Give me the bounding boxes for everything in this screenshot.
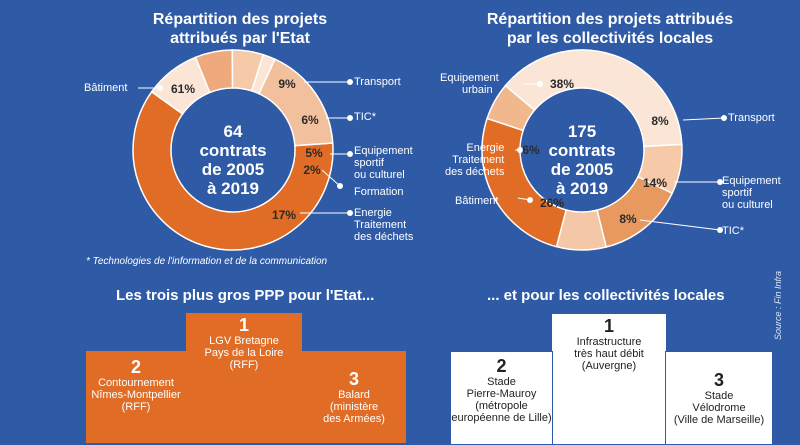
pct-right-tic: 8% [619,212,637,226]
right-chart-title: Répartition des projets attribués par le… [486,11,734,47]
label-left-tic: TIC* [354,111,376,123]
pct-left-transport: 9% [278,77,296,91]
leader-dot-8 [717,179,723,185]
label-left-transport: Transport [354,76,401,88]
donut-etat-slice-5 [258,58,334,147]
source-credit: Source : Fin Infra [773,270,783,340]
pct-right-batiment: 26% [539,196,565,210]
label-left-formation: Formation [354,186,404,198]
donut-collectivites-slice-5 [486,84,536,132]
left-chart-title: Répartition des projets attribués par l'… [152,11,328,47]
pct-left-equip: 5% [305,146,323,160]
etat-podium-2: 2 Contournement Nîmes-Montpellier (RFF) [86,351,186,443]
leader-dot-5 [347,210,353,216]
leader-line-4 [321,169,341,187]
etat-heading: Les trois plus gros PPP pour l'Etat... [116,287,375,304]
label-left-energie: Energie Traitement des déchets [354,207,414,243]
donut-etat-hole [172,89,294,211]
pct-right-energie: 6% [522,143,540,157]
leader-line-7 [682,117,725,121]
pct-left-batiment: 61% [170,82,196,96]
label-right-equip: Equipement sportif ou culturel [722,175,781,211]
leader-dot-9 [717,227,723,233]
label-right-energie: Energie Traitement des déchets [445,142,505,178]
leader-dot-4 [337,183,343,189]
pct-left-tic: 6% [301,113,319,127]
label-right-urbain: Equipement urbain [440,72,499,96]
collectivites-podium-2: 2 Stade Pierre-Mauroy (métropole europée… [450,351,553,445]
donut-collectivites-slice-0 [504,49,683,148]
pct-right-transport: 8% [651,114,669,128]
right-chart-center: 175 contrats de 2005 à 2019 [548,122,616,198]
donut-collectivites-hole [521,89,643,211]
pct-left-formation: 2% [303,163,321,177]
collectivites-podium-1: 1 Infrastructure très haut débit (Auverg… [551,313,667,445]
left-chart-center: 64 contrats de 2005 à 2019 [199,122,267,198]
etat-podium-1: 1 LGV Bretagne Pays de la Loire (RFF) [186,313,302,443]
leader-dot-7 [721,115,727,121]
pct-right-equip: 14% [642,176,668,190]
pct-left-energie: 17% [271,208,297,222]
leader-line-9 [639,219,721,231]
leader-dot-10 [527,197,533,203]
label-left-equip: Equipement sportif ou culturel [354,145,413,181]
footnote: * Technologies de l'information et de la… [86,256,328,267]
donut-etat-slice-0 [132,90,334,251]
collectivites-heading: ... et pour les collectivités locales [487,287,725,304]
label-right-transport: Transport [728,112,775,124]
leader-dot-11 [517,147,523,153]
label-right-tic: TIC* [722,225,744,237]
collectivites-podium-3: 3 Stade Vélodrome (Ville de Marseille) [665,351,773,445]
leader-dot-3 [347,151,353,157]
label-left-batiment: Bâtiment [84,82,128,94]
label-right-batiment: Bâtiment [455,195,499,207]
pct-right-urbain: 38% [549,77,575,91]
leader-dot-1 [347,79,353,85]
leader-dot-2 [347,115,353,121]
etat-podium-3: 3 Balard (ministère des Armées) [302,351,406,443]
leader-dot-6 [537,81,543,87]
leader-dot-0 [157,85,163,91]
